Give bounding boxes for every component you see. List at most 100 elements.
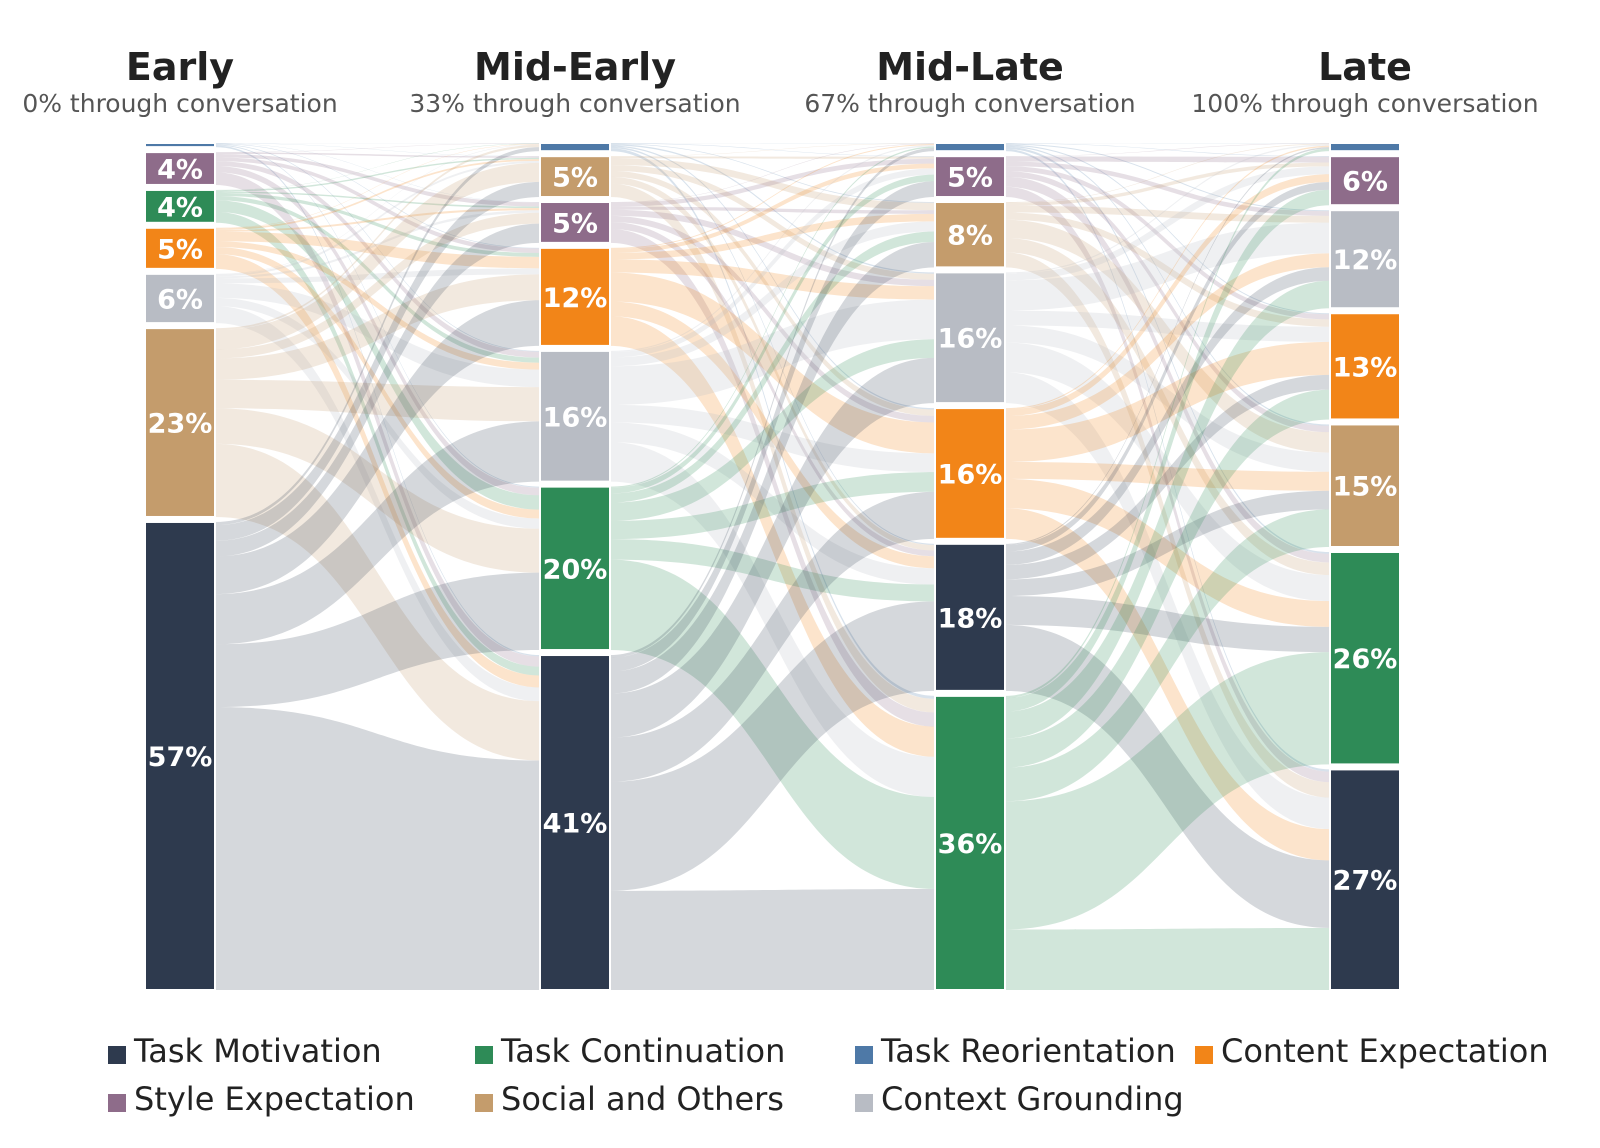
flow-2-motivation-to-reorient [1005,147,1330,545]
node-label-0-context: 6% [157,284,203,315]
flow-2-content-to-social [1005,461,1330,491]
legend-label-style: Style Expectation [134,1080,415,1118]
node-label-1-context: 16% [543,402,608,433]
flow-2-social-to-social [1005,219,1330,453]
node-label-3-social: 15% [1333,472,1398,503]
node-label-2-context: 16% [938,324,1003,355]
flow-1-context-to-motivation [610,422,935,585]
flow-0-motivation-to-context [215,421,540,645]
stage-title-1: Mid-Early [474,45,676,89]
flow-2-context-to-reorient [1005,144,1330,274]
flow-0-reorient-to-style [215,143,540,203]
flow-1-motivation-to-style [610,181,935,672]
flow-1-social-to-content [610,170,935,416]
node-label-3-context: 12% [1333,245,1398,276]
flow-2-social-to-continuation [1005,238,1330,576]
flow-0-continuation-to-reorient [215,143,540,191]
flow-2-content-to-continuation [1005,478,1330,627]
flow-1-content-to-style [610,163,935,253]
node-1-motivation [539,654,611,992]
flow-2-reorient-to-context [1005,143,1330,212]
stage-title-0: Early [126,45,234,89]
flow-0-style-to-context [215,161,540,358]
flow-0-reorient-to-motivation [215,145,540,657]
node-0-reorient [144,142,216,149]
stage-subtitle-2: 67% through conversation [804,89,1135,118]
flow-0-social-to-motivation [215,443,540,761]
node-label-2-social: 8% [947,221,993,252]
flow-2-motivation-to-style [1005,182,1330,552]
flow-0-style-to-reorient [215,143,540,153]
node-layer: 4% 4% 5% 6% 23% 57% 5% 5% 12% 16% 20% 41% 5% 8% 16% 16%… [144,142,1401,992]
flow-1-social-to-context [610,164,935,280]
flow-1-content-to-social [610,213,935,260]
flow-0-content-to-social [215,159,540,230]
flow-0-social-to-continuation [215,408,540,573]
node-3-continuation [1329,550,1401,766]
node-2-reorient [934,142,1006,153]
node-label-1-style: 5% [552,208,598,239]
node-label-2-continuation: 36% [938,829,1003,860]
flow-0-context-to-style [215,210,540,279]
legend-label-content: Content Expectation [1221,1032,1549,1070]
legend-swatch-motivation [108,1046,126,1064]
node-label-1-social: 5% [552,163,598,194]
flow-2-context-to-content [1005,310,1330,342]
flow-1-context-to-context [610,299,935,405]
flow-0-reorient-to-content [215,143,540,249]
flow-2-continuation-to-social [1005,509,1330,802]
flow-0-continuation-to-continuation [215,200,540,510]
node-2-social [934,201,1006,269]
flow-1-motivation-to-context [610,357,935,738]
flow-1-reorient-to-motivation [610,146,935,546]
flow-0-continuation-to-content [215,192,540,257]
flow-2-style-to-social [1005,171,1330,433]
flow-2-context-to-motivation [1005,372,1330,830]
flow-1-motivation-to-motivation [610,601,935,891]
node-0-content [144,226,216,270]
node-2-context [934,271,1006,405]
flow-1-social-to-continuation [610,183,935,713]
node-1-style [539,201,611,244]
node-1-content [539,246,611,347]
flow-1-motivation-to-reorient [610,147,935,658]
flow-0-social-to-style [215,212,540,359]
flow-2-reorient-to-style [1005,143,1330,157]
flow-1-reorient-to-content [610,145,935,410]
flow-1-context-to-reorient [610,145,935,353]
node-label-0-motivation: 57% [148,742,213,773]
flow-2-context-to-social [1005,325,1330,472]
flow-1-style-to-continuation [610,228,935,727]
flow-2-content-to-style [1005,174,1330,417]
flow-0-motivation-to-motivation [215,707,540,990]
flow-1-continuation-to-motivation [610,539,935,602]
flow-2-continuation-to-motivation [1005,927,1330,990]
node-2-motivation [934,542,1006,692]
flow-1-style-to-context [610,209,935,287]
node-label-3-continuation: 26% [1333,644,1398,675]
flow-0-continuation-to-context [215,196,540,363]
flow-0-content-to-style [215,208,540,232]
flow-2-style-to-motivation [1005,186,1330,783]
flow-1-content-to-content [610,272,935,454]
stage-title-2: Mid-Late [876,45,1064,89]
legend-swatch-content [1195,1046,1213,1064]
flow-2-content-to-context [1005,253,1330,430]
flow-2-social-to-content [1005,212,1330,327]
flow-1-continuation-to-social [610,231,935,503]
node-3-reorient [1329,142,1401,153]
node-label-3-style: 6% [1342,167,1388,198]
node-3-content [1329,312,1401,421]
flow-0-content-to-motivation [215,254,540,688]
flow-2-content-to-reorient [1005,145,1330,410]
flow-0-context-to-continuation [215,297,540,529]
node-0-social [144,327,216,518]
flow-2-reorient-to-social [1005,145,1330,426]
flow-2-continuation-to-content [1005,389,1330,768]
node-0-continuation [144,188,216,224]
flow-1-social-to-style [610,156,935,159]
flow-0-social-to-content [215,274,540,380]
flow-1-content-to-continuation [610,316,935,757]
flow-1-context-to-style [610,168,935,358]
